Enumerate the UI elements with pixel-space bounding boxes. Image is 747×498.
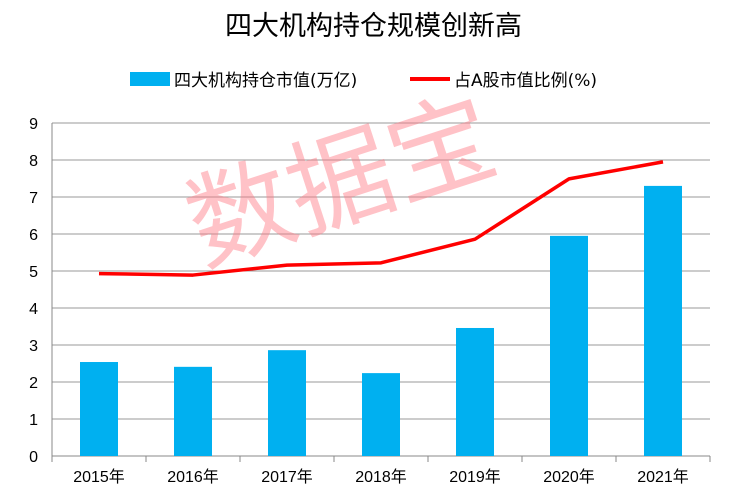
legend-label-bar: 四大机构持仓市值(万亿) — [174, 71, 358, 91]
legend-item-line: 占A股市值比例(%) — [410, 66, 597, 91]
bar — [174, 366, 212, 456]
legend-item-bar: 四大机构持仓市值(万亿) — [130, 66, 357, 91]
bar — [644, 185, 682, 456]
y-tick-label: 2 — [29, 375, 38, 392]
bar — [550, 235, 588, 456]
legend-label-line: 占A股市值比例(%) — [454, 71, 598, 91]
y-tick-label: 4 — [29, 301, 38, 318]
x-tick-label: 2019年 — [449, 468, 501, 486]
bar — [80, 362, 118, 456]
bar — [456, 327, 494, 456]
y-tick-label: 6 — [29, 227, 38, 244]
x-tick-label: 2021年 — [637, 468, 689, 486]
y-tick-label: 0 — [29, 449, 38, 466]
x-tick-label: 2020年 — [543, 468, 595, 486]
y-tick-label: 1 — [29, 412, 38, 429]
y-tick-label: 3 — [29, 338, 38, 355]
y-tick-label: 9 — [29, 116, 38, 133]
chart-title: 四大机构持仓规模创新高 — [225, 11, 522, 42]
x-tick-label: 2015年 — [73, 468, 125, 486]
x-tick-label: 2016年 — [167, 468, 219, 486]
y-tick-label: 8 — [29, 153, 38, 170]
y-tick-label: 5 — [29, 264, 38, 281]
x-tick-label: 2017年 — [261, 468, 313, 486]
legend-swatch-bar — [130, 71, 170, 86]
x-tick-label: 2018年 — [355, 468, 407, 486]
bar — [268, 350, 306, 456]
bar — [362, 373, 400, 456]
legend-swatch-line — [410, 76, 450, 81]
y-tick-label: 7 — [29, 190, 38, 207]
